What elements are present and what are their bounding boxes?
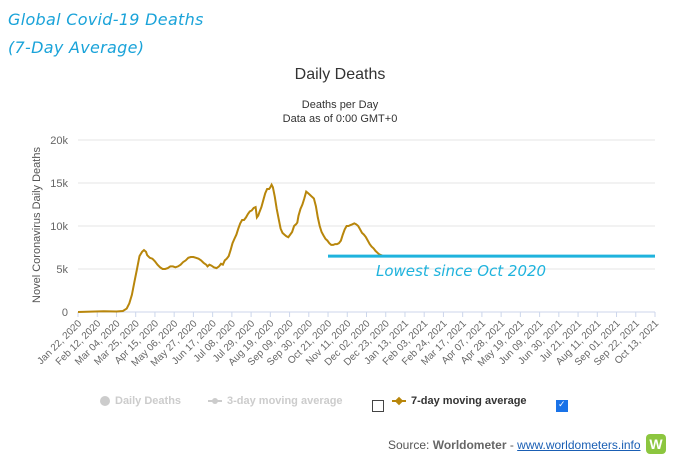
y-tick-label: 5k — [56, 264, 68, 276]
chart-subtitle-2: Data as of 0:00 GMT+0 — [282, 113, 398, 125]
y-tick-label: 15k — [50, 178, 68, 190]
chart-subtitle-1: Deaths per Day — [301, 99, 379, 111]
line-marker-icon — [208, 396, 222, 406]
y-tick-label: 10k — [50, 221, 68, 233]
annotation-title-line1: Global Covid-19 Deaths — [8, 10, 204, 29]
annotation-title-line2: (7-Day Average) — [8, 38, 145, 57]
series-line-7day — [77, 182, 384, 313]
source-link[interactable]: www.worldometers.info — [517, 438, 641, 452]
legend-7day-checkbox[interactable] — [556, 399, 568, 412]
legend-label: Daily Deaths — [115, 395, 182, 407]
legend-3day[interactable]: 3-day moving average — [208, 395, 343, 407]
footer-source: Source: Worldometer - www.worldometers.i… — [388, 438, 641, 452]
source-prefix: Source: — [388, 438, 433, 452]
y-tick-label: 20k — [50, 135, 68, 147]
callout-text: Lowest since Oct 2020 — [376, 262, 546, 280]
line-marker-icon — [392, 396, 406, 406]
circle-icon — [100, 396, 110, 406]
source-separator: - — [506, 438, 518, 452]
worldometer-logo-icon: W — [646, 434, 666, 454]
legend-3day-checkbox[interactable] — [372, 400, 384, 412]
grid-lines — [78, 139, 655, 313]
y-tick-labels: 0 5k 10k 15k 20k — [50, 135, 68, 319]
y-tick-label: 0 — [62, 307, 68, 319]
legend-daily-deaths[interactable]: Daily Deaths — [100, 395, 181, 407]
y-axis-label: Novel Coronavirus Daily Deaths — [31, 147, 43, 303]
source-name: Worldometer — [432, 438, 507, 452]
legend-label: 7-day moving average — [411, 395, 527, 407]
legend-7day[interactable]: 7-day moving average — [392, 395, 527, 407]
legend-label: 3-day moving average — [227, 395, 343, 407]
chart-title: Daily Deaths — [294, 66, 386, 83]
